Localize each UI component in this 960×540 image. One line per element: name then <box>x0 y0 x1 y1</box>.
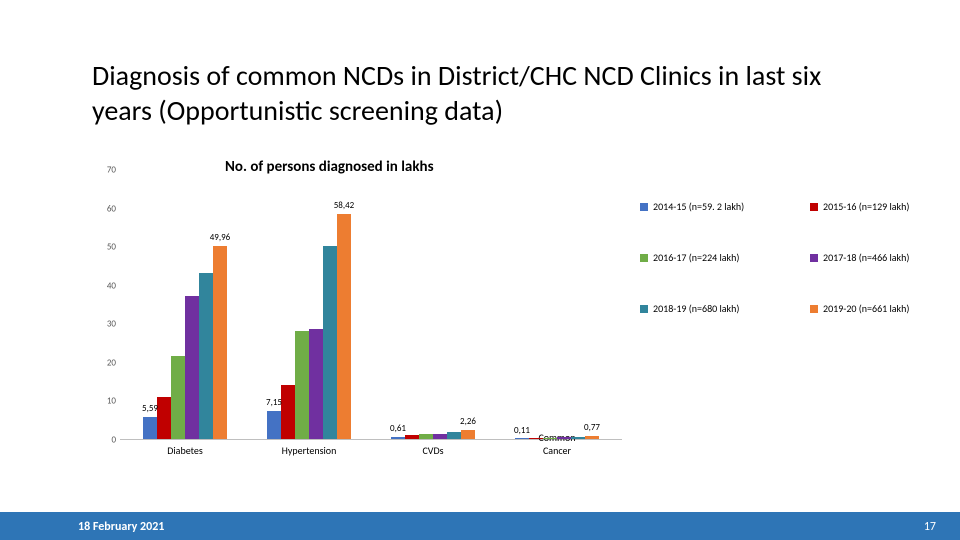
bar-value-label: 0,11 <box>514 425 530 436</box>
chart-bar <box>515 438 529 439</box>
legend-swatch <box>640 203 648 211</box>
legend-swatch <box>810 203 818 211</box>
legend-swatch <box>810 254 818 262</box>
footer-page-number: 17 <box>924 520 936 534</box>
bar-value-label: 58,42 <box>334 200 355 211</box>
bar-value-label: 0,77 <box>584 422 600 433</box>
chart-bar <box>529 438 543 439</box>
chart-bar <box>267 411 281 439</box>
y-tick-label: 70 <box>100 165 116 176</box>
legend-label: 2016-17 (n=224 lakh) <box>653 251 739 264</box>
chart-bar <box>557 437 571 439</box>
x-category-label: Hypertension <box>282 444 337 457</box>
chart-bar <box>143 417 157 439</box>
chart-bar <box>171 356 185 439</box>
chart-bar <box>585 436 599 439</box>
chart-bar <box>199 273 213 439</box>
legend-swatch <box>810 305 818 313</box>
y-tick-label: 10 <box>100 396 116 407</box>
x-category-label: CVDs <box>422 444 443 457</box>
legend-item: 2014-15 (n=59. 2 lakh) <box>640 200 770 213</box>
chart-area: 0 10 20 30 40 50 60 70 Diabetes Hypertension CVDs C… <box>92 158 622 458</box>
footer-date: 18 February 2021 <box>78 520 164 534</box>
chart-bar <box>295 331 309 439</box>
chart-bar <box>447 432 461 439</box>
chart-bar <box>433 434 447 439</box>
legend-item: 2018-19 (n=680 lakh) <box>640 302 770 315</box>
legend-item: 2015-16 (n=129 lakh) <box>810 200 940 213</box>
chart-bar <box>213 246 227 439</box>
legend-item: 2017-18 (n=466 lakh) <box>810 251 940 264</box>
bar-value-label: 7,15 <box>266 397 282 408</box>
y-tick-label: 20 <box>100 357 116 368</box>
legend-label: 2019-20 (n=661 lakh) <box>823 302 909 315</box>
bar-value-label: 0,61 <box>390 423 406 434</box>
x-category-label: Common Cancer <box>525 431 590 457</box>
y-tick-label: 50 <box>100 242 116 253</box>
y-tick-label: 30 <box>100 319 116 330</box>
legend-label: 2018-19 (n=680 lakh) <box>653 302 739 315</box>
chart-bar <box>419 434 433 439</box>
y-tick-label: 40 <box>100 280 116 291</box>
chart-bar <box>185 296 199 439</box>
chart-bar <box>157 397 171 439</box>
chart-bar <box>571 437 585 439</box>
y-tick-label: 60 <box>100 203 116 214</box>
legend-row: 2014-15 (n=59. 2 lakh) 2015-16 (n=129 lak… <box>640 200 940 213</box>
bar-value-label: 5,59 <box>142 403 158 414</box>
chart-bar <box>323 246 337 439</box>
legend-swatch <box>640 254 648 262</box>
legend-swatch <box>640 305 648 313</box>
legend-item: 2016-17 (n=224 lakh) <box>640 251 770 264</box>
bar-value-label: 2,26 <box>460 416 476 427</box>
chart-bar <box>309 329 323 439</box>
chart-bar <box>543 438 557 439</box>
legend-label: 2015-16 (n=129 lakh) <box>823 200 909 213</box>
legend-label: 2014-15 (n=59. 2 lakh) <box>653 200 744 213</box>
bar-value-label: 49,96 <box>210 232 231 243</box>
chart-bar <box>391 437 405 439</box>
chart-bar <box>405 435 419 439</box>
legend-item: 2019-20 (n=661 lakh) <box>810 302 940 315</box>
legend-label: 2017-18 (n=466 lakh) <box>823 251 909 264</box>
legend-row: 2016-17 (n=224 lakh) 2017-18 (n=466 lakh) <box>640 251 940 264</box>
chart-bar <box>281 385 295 439</box>
chart-legend: 2014-15 (n=59. 2 lakh) 2015-16 (n=129 lak… <box>640 200 940 353</box>
chart-plot: 010203040506070DiabetesHypertensionCVDsC… <box>120 170 622 440</box>
x-category-label: Diabetes <box>167 444 203 457</box>
y-tick-label: 0 <box>100 435 116 446</box>
legend-row: 2018-19 (n=680 lakh) 2019-20 (n=661 lakh) <box>640 302 940 315</box>
chart-bar <box>461 430 475 439</box>
slide-title: Diagnosis of common NCDs in District/CHC… <box>92 58 872 128</box>
chart-bar <box>337 214 351 439</box>
